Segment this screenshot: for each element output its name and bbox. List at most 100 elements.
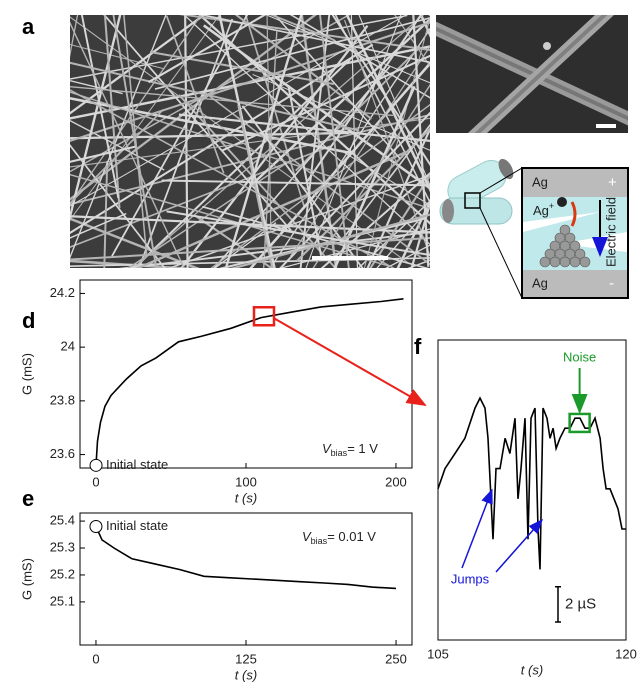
electrode-sign: + xyxy=(608,174,617,191)
atom xyxy=(569,240,581,252)
nanowire xyxy=(289,15,430,99)
nanowire xyxy=(70,15,317,201)
nanowire xyxy=(180,24,369,268)
y-axis-label: G (mS) xyxy=(19,558,34,600)
ion-symbol: Ag xyxy=(533,203,549,218)
nanowire xyxy=(334,15,430,205)
nanowire xyxy=(241,105,364,268)
nanowire xyxy=(147,15,267,84)
nanowire xyxy=(70,15,206,115)
nanowire xyxy=(305,15,402,268)
x-tick-label: 200 xyxy=(385,474,407,489)
nanowire xyxy=(198,15,430,225)
panel-label: a xyxy=(22,14,35,39)
nanowire xyxy=(333,85,416,268)
nanowire xyxy=(265,15,430,84)
y-tick-label: 24 xyxy=(61,339,75,354)
atom xyxy=(559,224,571,236)
nanowire xyxy=(237,105,274,268)
electrode-label: Ag xyxy=(532,275,548,290)
ion-label: Ag+ xyxy=(533,201,554,218)
nanowire xyxy=(70,131,349,140)
scale-bar xyxy=(555,585,561,623)
nanowire xyxy=(251,17,430,186)
nanowire xyxy=(70,173,389,267)
nanowire xyxy=(358,15,430,187)
nanowire xyxy=(70,45,430,120)
nanowire xyxy=(70,89,395,268)
nanowire xyxy=(70,21,430,143)
nanowire xyxy=(345,15,430,193)
nanowire xyxy=(70,109,164,205)
atom xyxy=(569,256,581,268)
atom xyxy=(574,248,586,260)
x-tick-label: 0 xyxy=(92,651,99,666)
jump-arrow xyxy=(461,488,493,569)
zoom-arrow xyxy=(273,317,427,406)
nanowire xyxy=(218,15,276,268)
nanowire xyxy=(339,123,430,243)
atom xyxy=(549,256,561,268)
nanowire xyxy=(363,15,430,268)
nanowire xyxy=(205,92,430,266)
zoom-box xyxy=(252,306,276,327)
nanowire xyxy=(224,15,303,268)
nanowire xyxy=(135,150,408,268)
x-tick-label: 0 xyxy=(92,474,99,489)
nanowire xyxy=(343,19,430,258)
initial-state xyxy=(89,519,103,533)
nanowire xyxy=(274,15,401,160)
bias-label: Vbias= 1 V xyxy=(322,441,378,458)
y-tick-label: 24.2 xyxy=(50,285,75,300)
nanowire xyxy=(127,159,292,268)
nanowire xyxy=(312,83,430,268)
plot-frame xyxy=(79,279,413,469)
x-tick-label: 120 xyxy=(615,646,637,661)
nanowire xyxy=(103,15,121,209)
nanowire xyxy=(339,149,430,206)
x-tick-label: 105 xyxy=(427,646,449,661)
nanowire xyxy=(198,15,430,64)
x-tick-label: 100 xyxy=(235,474,257,489)
y-tick-label: 23.6 xyxy=(50,446,75,461)
x-axis-label: t (s) xyxy=(235,490,257,505)
atom xyxy=(579,256,591,268)
sem-image xyxy=(436,15,628,133)
y-tick-label: 23.8 xyxy=(50,392,75,407)
nanowire xyxy=(369,173,430,268)
nanowire xyxy=(331,15,430,167)
nanowire xyxy=(396,199,430,268)
nanowire xyxy=(179,15,430,52)
nanowire xyxy=(112,15,158,268)
bias-label: Vbias= 0.01 V xyxy=(302,529,376,546)
nanowire xyxy=(221,54,430,152)
y-tick-label: 25.3 xyxy=(50,539,75,554)
panel-label: d xyxy=(22,308,35,333)
nanowire xyxy=(123,15,148,256)
nanowire xyxy=(269,15,335,42)
electrode-label: Ag xyxy=(532,174,548,189)
nanowire xyxy=(244,15,306,208)
x-axis-label: t (s) xyxy=(521,662,543,677)
nanowire xyxy=(184,15,189,268)
nanowire xyxy=(70,21,185,268)
plot-frame xyxy=(437,339,627,641)
data-line xyxy=(95,526,397,590)
nanowire xyxy=(252,73,430,151)
atom xyxy=(564,232,576,244)
bias-subscript: bias xyxy=(331,448,348,458)
nanowire xyxy=(166,210,430,257)
ion-charge: + xyxy=(549,201,554,211)
bias-text: = 0.01 V xyxy=(327,529,376,544)
nanowire xyxy=(376,205,430,268)
nanowire xyxy=(103,15,292,232)
nanowire xyxy=(213,222,277,268)
bias-subscript: bias xyxy=(311,536,328,546)
nanowire xyxy=(319,15,350,268)
y-axis-label: G (mS) xyxy=(19,353,34,395)
nanowire xyxy=(183,15,430,246)
nanowire xyxy=(234,15,373,120)
nanowire xyxy=(138,18,234,268)
nanowire xyxy=(70,85,394,117)
annotation: Jumps xyxy=(451,571,490,586)
